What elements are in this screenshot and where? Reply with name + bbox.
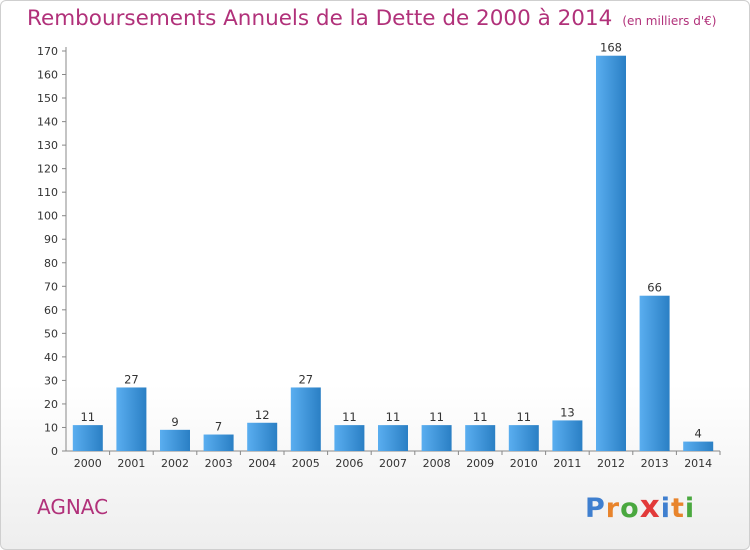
bar-2014: [683, 441, 714, 451]
x-tick-label: 2012: [597, 457, 625, 470]
value-label: 27: [124, 372, 139, 386]
x-tick-label: 2002: [161, 457, 189, 470]
y-tick-label: 110: [37, 186, 58, 199]
y-tick-label: 60: [44, 304, 58, 317]
value-label: 27: [298, 372, 313, 386]
x-tick-label: 2010: [510, 457, 538, 470]
value-label: 13: [560, 405, 575, 419]
bar-2006: [334, 425, 365, 451]
value-label: 11: [342, 410, 357, 424]
logo-letter: o: [620, 493, 640, 524]
y-tick-label: 30: [44, 374, 58, 387]
y-tick-label: 120: [37, 163, 58, 176]
y-axis-ticks: 0 10 20 30 40 50 60 70 80 90 100 110 120 130 140 150 160…: [37, 45, 66, 458]
x-tick-label: 2009: [466, 457, 494, 470]
value-label: 11: [80, 410, 95, 424]
y-tick-label: 130: [37, 139, 58, 152]
x-axis-labels: 2000 2001 2002 2003 2004 2005 2006 2007 2008 2009…: [74, 451, 721, 470]
bar-2013: [639, 295, 670, 451]
y-tick-label: 70: [44, 280, 58, 293]
y-tick-label: 0: [51, 445, 58, 458]
y-tick-label: 20: [44, 398, 58, 411]
bar-2004: [247, 422, 278, 451]
value-label: 7: [215, 420, 222, 434]
x-tick-label: 2008: [423, 457, 451, 470]
y-tick-label: 40: [44, 351, 58, 364]
bar-2005: [290, 387, 321, 451]
x-tick-label: 2006: [335, 457, 363, 470]
x-tick-label: 2005: [292, 457, 320, 470]
x-tick-label: 2003: [205, 457, 233, 470]
bar-2007: [378, 425, 408, 451]
bar-2010: [508, 425, 539, 451]
y-tick-label: 150: [37, 92, 58, 105]
x-tick-label: 2014: [684, 457, 712, 470]
y-tick-label: 160: [37, 69, 58, 82]
y-tick-label: 140: [37, 116, 58, 129]
y-tick-label: 10: [44, 421, 58, 434]
value-label: 11: [386, 410, 401, 424]
bar-2002: [160, 429, 190, 451]
logo-letter: P: [585, 493, 606, 524]
bar-2000: [72, 425, 103, 451]
value-labels: 11 27 9 7 12 27 11 11 11 11 11 13 168 66 4: [80, 41, 701, 441]
x-tick-label: 2011: [553, 457, 581, 470]
x-tick-label: 2013: [641, 457, 669, 470]
bar-2009: [465, 425, 496, 451]
x-tick-label: 2007: [379, 457, 407, 470]
chart-unit-label: (en milliers d'€): [622, 14, 717, 28]
bar-2008: [421, 425, 452, 451]
value-label: 11: [429, 410, 444, 424]
value-label: 11: [516, 410, 531, 424]
y-tick-label: 170: [37, 45, 58, 58]
value-label: 168: [600, 41, 622, 55]
bar-2012: [596, 55, 626, 452]
logo-letter: i: [684, 493, 696, 524]
location-name: AGNAC: [37, 495, 109, 519]
bar-2001: [116, 387, 147, 451]
chart-title: Remboursements Annuels de la Dette de 20…: [27, 6, 716, 31]
y-tick-label: 100: [37, 210, 58, 223]
logo-letter: x: [639, 489, 661, 525]
chart-title-text: Remboursements Annuels de la Dette de 20…: [27, 6, 613, 31]
value-label: 4: [695, 427, 702, 441]
bar-2003: [203, 434, 234, 451]
x-tick-label: 2000: [74, 457, 102, 470]
logo-letter: t: [670, 493, 685, 524]
value-label: 11: [473, 410, 488, 424]
logo-letter: i: [660, 493, 671, 524]
value-label: 66: [647, 281, 662, 295]
x-tick-label: 2001: [117, 457, 145, 470]
bar-2011: [552, 420, 583, 451]
y-tick-label: 80: [44, 257, 58, 270]
y-tick-label: 50: [44, 327, 58, 340]
value-label: 12: [255, 408, 270, 422]
x-tick-label: 2004: [248, 457, 276, 470]
logo-letter: r: [605, 493, 621, 524]
y-tick-label: 90: [44, 233, 58, 246]
value-label: 9: [171, 415, 178, 429]
proxiti-logo: Proxiti: [585, 489, 695, 525]
bars-group: [72, 55, 714, 452]
